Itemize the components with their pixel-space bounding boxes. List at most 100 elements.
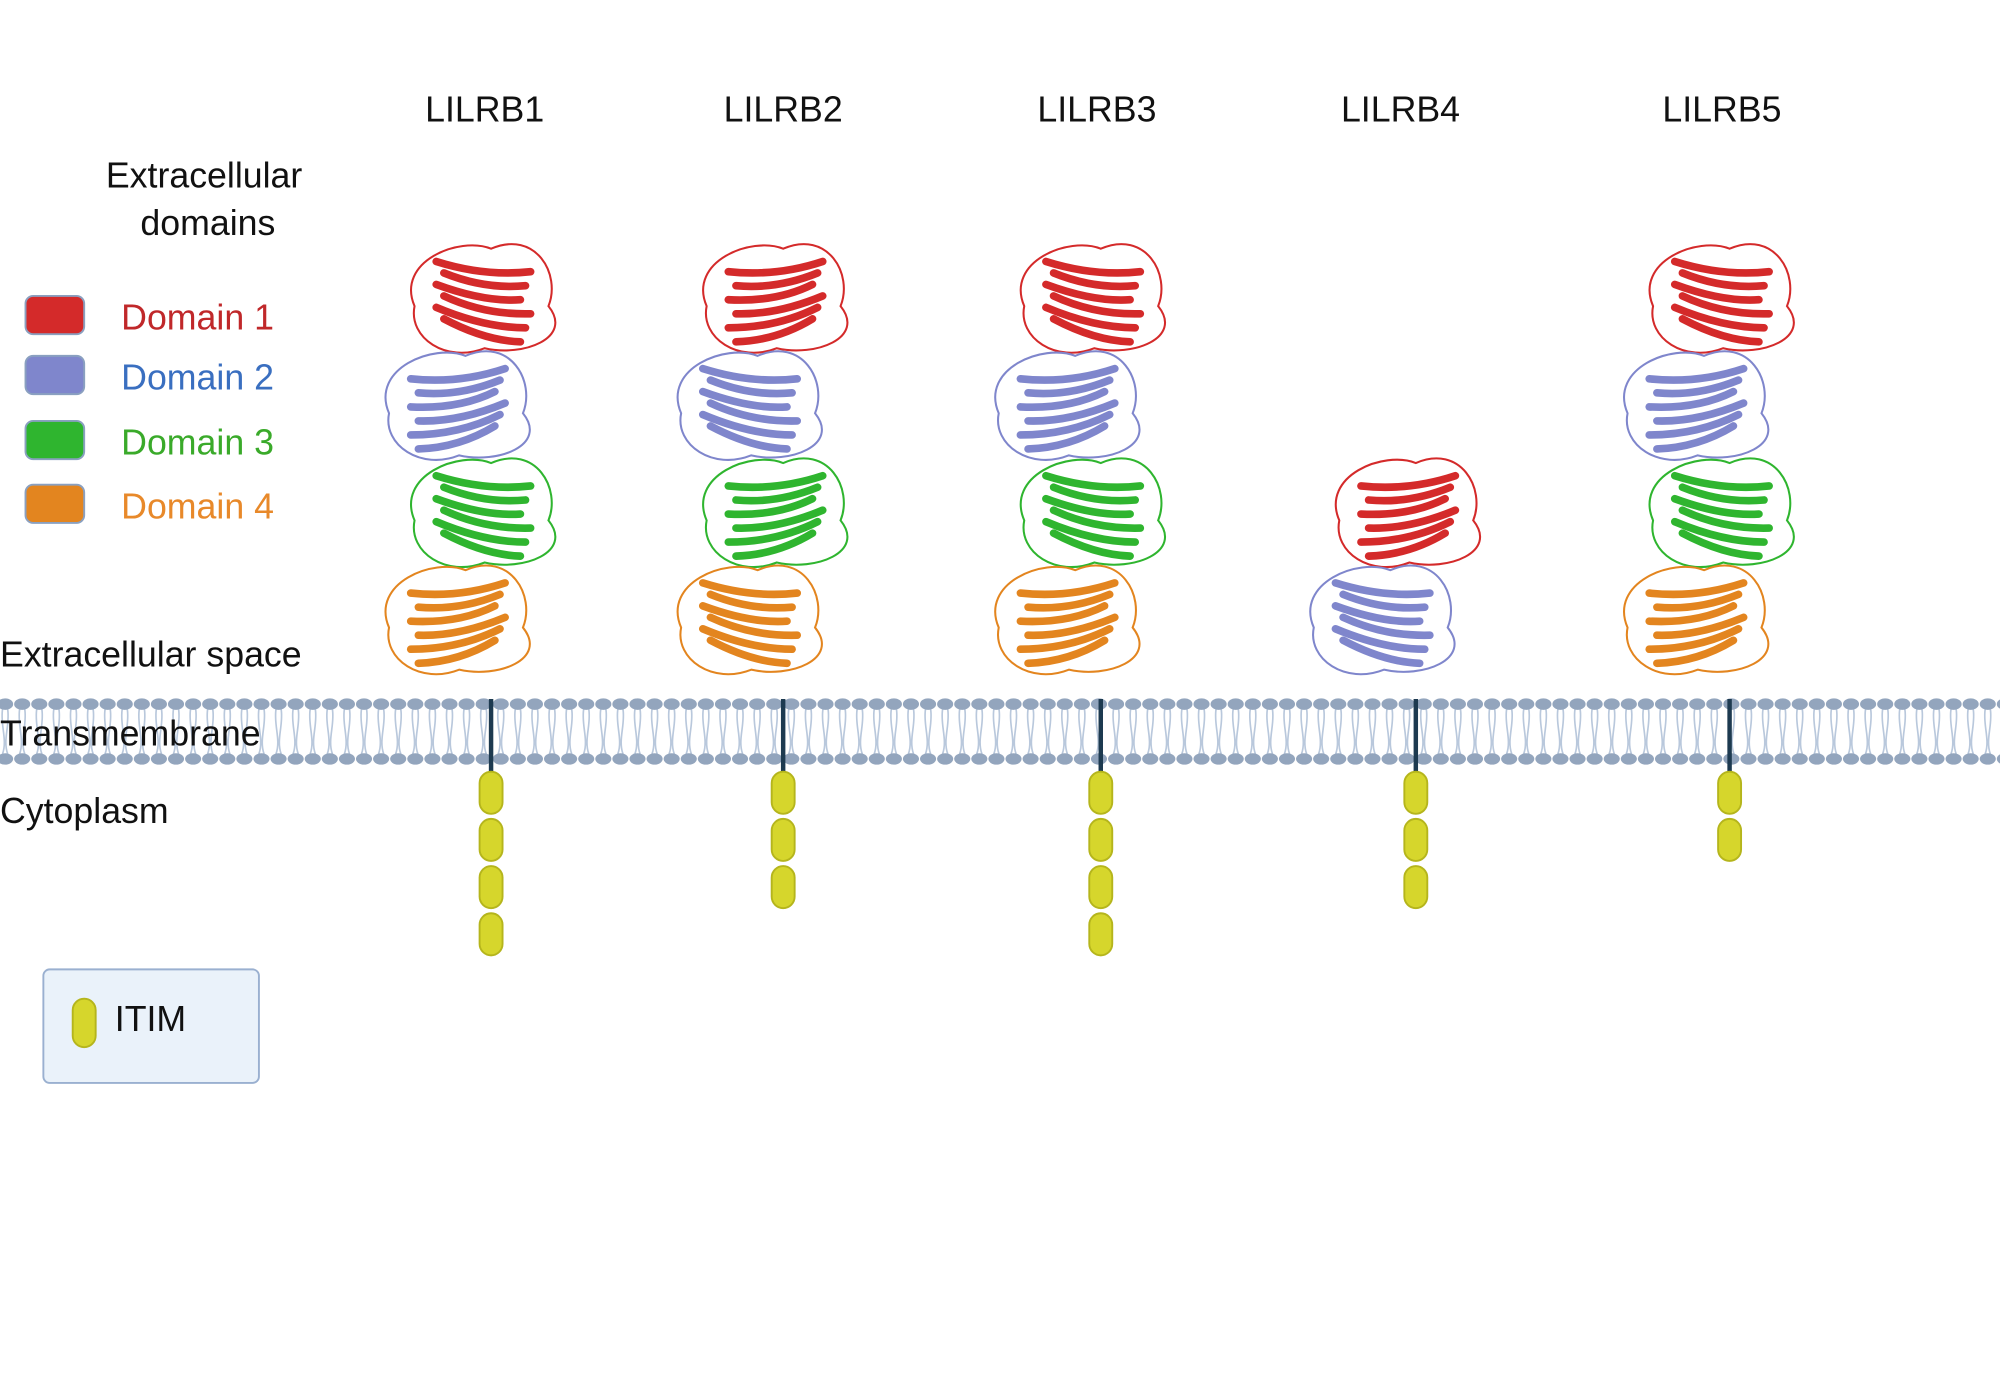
lipid-head [304,698,321,710]
lipid-head [1159,753,1176,765]
lipid-head [1996,754,2000,764]
lipid-head [1073,753,1090,765]
lipid-head [1108,698,1125,710]
lipid-head [1005,753,1022,765]
lipid-tail [1197,709,1206,755]
lipid-tail [565,709,574,755]
domain-loop [994,564,1141,676]
lipid-head [1005,698,1022,710]
lipid-head [1227,698,1244,710]
beta-strand [1678,269,1768,291]
protein-domain [1334,457,1482,569]
lipid-head [236,753,253,765]
beta-strand [1653,422,1738,453]
beta-strand [440,529,525,560]
beta-strand [1024,613,1119,640]
lipid-tail [1265,709,1274,755]
lipid-head [578,753,595,765]
beta-strand [1670,517,1768,546]
lipid-head [219,753,236,765]
lipid-tail [360,709,368,755]
receptor-name: LILRB3 [1037,90,1156,130]
lipid-head [287,753,304,765]
lipid-head [868,753,885,765]
lipid-head [1056,753,1073,765]
lipid-head [937,753,954,765]
receptor-name: LILRB4 [1341,90,1460,130]
beta-strand [1670,471,1773,492]
lipid-head [629,753,646,765]
lipid-head [697,698,714,710]
lipid-tail [1129,709,1138,755]
lipid-head [885,753,902,765]
lipid-head [595,753,612,765]
lipid-head [65,753,82,765]
lipid-head [185,753,202,765]
lipid-head [1911,698,1928,710]
beta-strand [732,315,817,346]
beta-strand [706,636,791,668]
lipid-tail [1436,709,1445,755]
beta-strand [706,376,796,398]
itim [1088,817,1114,862]
beta-strand [1364,529,1449,560]
lipid-tail [445,709,454,755]
lipid-head [1620,698,1637,710]
lipid-tail [1915,709,1924,755]
legend-swatch [24,294,86,336]
protein-domain [1623,350,1770,461]
lipid-head [48,698,65,710]
beta-strand [1653,376,1743,398]
legend-swatch [24,483,86,524]
lipid-head [544,698,561,710]
lipid-head [31,698,48,710]
beta-strand [1653,613,1748,640]
beta-strand [432,303,530,332]
beta-strand [706,613,802,640]
lipid-head [1774,753,1791,765]
membrane [0,698,2000,765]
beta-strand [1645,625,1743,654]
lipid-head [1125,753,1142,765]
itim [478,817,504,862]
lipid-head [1603,753,1620,765]
lipid-head [1466,753,1484,765]
lipid-tail [428,709,437,755]
lipid-head [475,698,492,710]
itim [770,817,796,862]
lipid-head [544,753,561,765]
lipid-head [1740,698,1757,710]
lipid-tail [1932,709,1941,755]
lipid-head [509,698,526,710]
lipid-tail [343,709,351,755]
lipid-tail [736,709,744,755]
protein-domain [702,243,849,354]
lipid-head [1330,753,1347,765]
lipid-head [1774,698,1791,710]
beta-strand [698,579,802,599]
beta-strand [440,292,535,318]
protein-domain [1648,457,1795,569]
lipid-head [321,753,338,765]
domain-loop [1019,243,1166,354]
beta-strand [1653,590,1743,612]
domain-loop [676,350,823,461]
protein-domain [1648,243,1795,354]
lipid-head [441,753,458,765]
lipid-tail [172,709,180,755]
beta-strand [1670,303,1768,332]
lipid-head [920,753,937,765]
lipid-head [902,753,920,765]
lipid-head [150,753,167,765]
receptor: LILRB4 [1309,90,1482,910]
beta-strand [724,494,817,519]
lipid-tail [1009,709,1018,755]
lipid-head [732,753,749,765]
lipid-tail [548,709,556,755]
lipid-head [82,753,99,765]
lipid-tail [18,709,27,755]
lipid-head [1535,753,1552,765]
lipid-tail [257,709,266,755]
beta-strand [1339,590,1429,612]
